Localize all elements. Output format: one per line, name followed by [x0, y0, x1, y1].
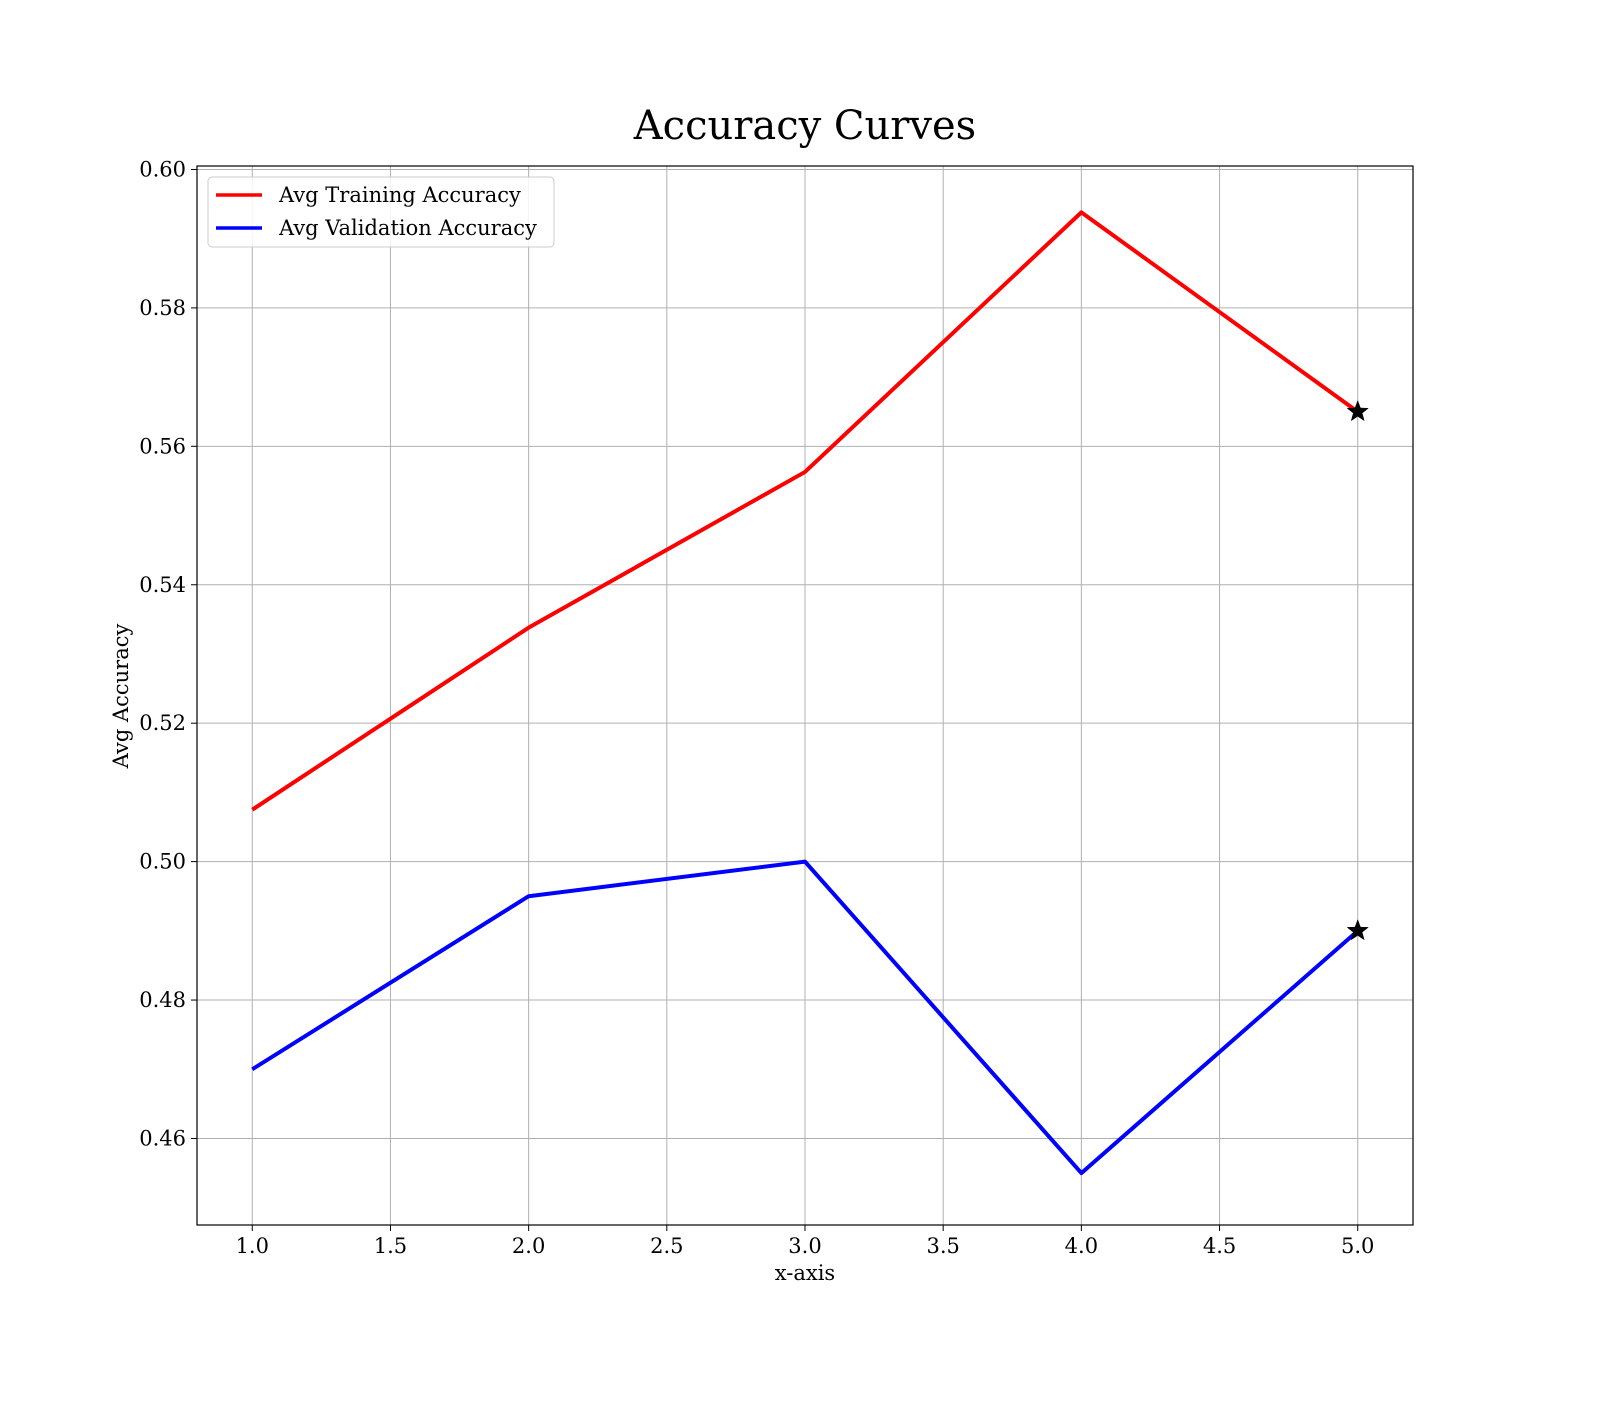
- x-axis-label: x-axis: [775, 1261, 835, 1285]
- y-tick-label: 0.58: [139, 296, 186, 320]
- legend-label-training: Avg Training Accuracy: [278, 183, 521, 207]
- end-star-marker-training: [1346, 400, 1369, 422]
- series-line-training: [251, 210, 1359, 812]
- y-tick-label: 0.50: [139, 850, 186, 874]
- series-lines: [250, 210, 1360, 1176]
- x-tick-label: 2.0: [512, 1234, 545, 1258]
- x-tick-label: 1.5: [374, 1234, 407, 1258]
- end-markers: [1346, 400, 1369, 941]
- data-point-training: [803, 470, 807, 474]
- y-tick-label: 0.54: [139, 573, 186, 597]
- y-tick-label: 0.60: [139, 157, 186, 181]
- data-point-validation: [527, 894, 531, 898]
- data-point-validation: [803, 860, 807, 864]
- x-tick-label: 4.5: [1203, 1234, 1236, 1258]
- x-tick-label: 5.0: [1341, 1234, 1374, 1258]
- y-tick-label: 0.48: [139, 988, 186, 1012]
- data-point-training: [527, 626, 531, 630]
- data-point-training: [1079, 210, 1083, 214]
- y-tick-label: 0.46: [139, 1126, 186, 1150]
- x-tick-label: 3.0: [788, 1234, 821, 1258]
- y-tick-label: 0.56: [139, 434, 186, 458]
- grid: [197, 166, 1413, 1225]
- data-point-validation: [250, 1067, 254, 1071]
- legend-box: [207, 176, 555, 248]
- axis-ticks: 1.0 1.5 2.0 2.5 3.0 3.5 4.0 4.5 5.0 0.46 0.48 0.50 0…: [139, 157, 1374, 1258]
- x-tick-label: 2.5: [650, 1234, 683, 1258]
- y-axis-label: Avg Accuracy: [109, 624, 133, 770]
- x-tick-label: 4.0: [1065, 1234, 1098, 1258]
- legend-label-validation: Avg Validation Accuracy: [278, 216, 537, 240]
- x-tick-label: 3.5: [926, 1234, 959, 1258]
- data-point-validation: [1079, 1171, 1083, 1175]
- series-line-validation: [251, 859, 1360, 1176]
- legend: Avg Training Accuracy Avg Validation Acc…: [207, 176, 555, 248]
- data-point-training: [250, 808, 254, 812]
- end-star-marker-validation: [1346, 919, 1369, 941]
- x-tick-label: 1.0: [236, 1234, 269, 1258]
- y-tick-label: 0.52: [139, 711, 186, 735]
- chart-title: Accuracy Curves: [633, 103, 976, 149]
